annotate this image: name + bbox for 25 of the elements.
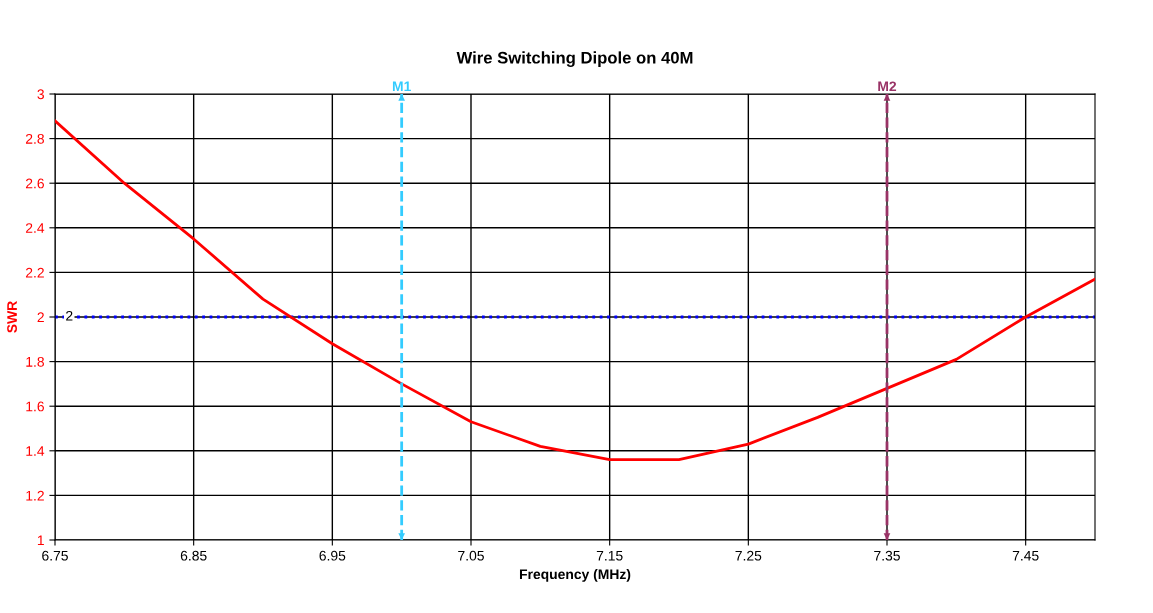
ref-line-label: 2 [66,310,73,321]
y-tick-label: 1.4 [26,446,45,456]
chart-title: Wire Switching Dipole on 40M [456,51,693,67]
y-tick-label: 2.4 [25,223,45,233]
y-tick-label: 2.8 [25,133,44,144]
y-tick-label: 1 [37,535,44,546]
ref-line-label: M2 [878,81,897,92]
x-tick-label: 7.45 [1012,550,1039,561]
x-tick-label: 7.25 [735,550,762,561]
x-axis-title: Frequency (MHz) [519,568,631,582]
x-tick-label: 6.75 [42,550,68,561]
y-tick-label: 1.8 [26,356,44,367]
x-tick-label: 6.95 [319,550,346,561]
y-tick-label: 1.6 [26,401,44,412]
x-tick-label: 7.05 [458,550,484,561]
y-tick-label: 2.6 [25,178,44,189]
x-tick-label: 7.35 [874,550,900,561]
y-tick-label: 3 [37,89,44,100]
y-tick-label: 1.2 [26,490,44,501]
y-axis-title: SWR [7,301,17,333]
y-tick-label: 2 [37,312,44,323]
x-tick-label: 6.85 [180,550,207,561]
x-tick-label: 7.15 [596,550,623,561]
ref-line-label: M1 [392,81,411,92]
y-tick-label: 2.2 [25,267,44,278]
